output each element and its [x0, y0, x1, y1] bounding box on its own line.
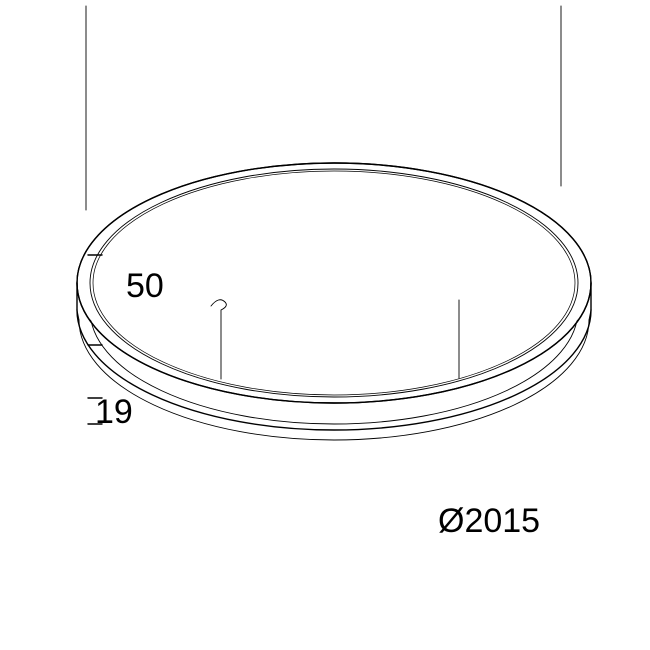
dimension-label-diameter: Ø2015 [438, 502, 540, 541]
ring-luminaire-svg [0, 0, 650, 650]
technical-drawing: 50 19 Ø2015 [0, 0, 650, 650]
dimension-label-lip: 19 [95, 393, 133, 432]
dimension-label-height: 50 [126, 267, 164, 306]
